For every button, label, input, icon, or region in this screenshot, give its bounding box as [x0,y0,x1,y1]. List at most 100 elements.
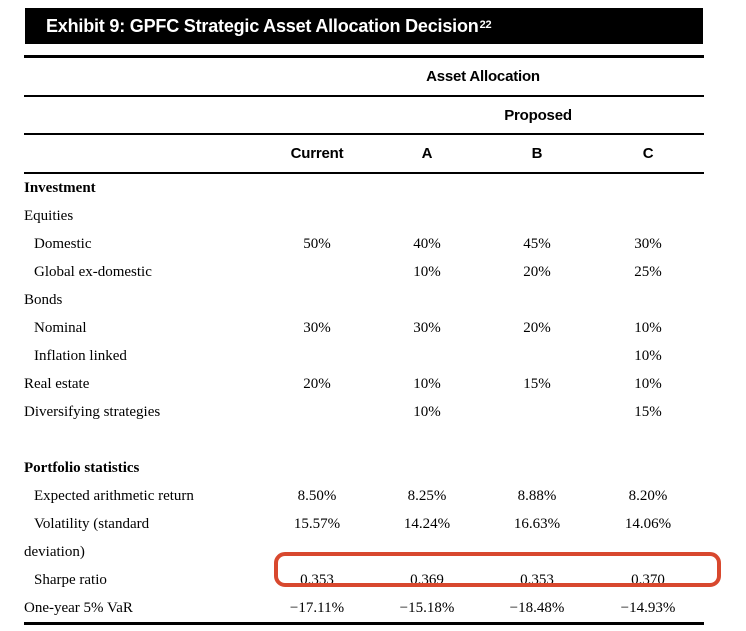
cell: 30% [303,320,331,336]
row-label: Domestic [34,236,92,252]
row-label: Investment [24,180,96,196]
spanner-row-asset-allocation: Asset Allocation [24,57,705,97]
cell [482,398,592,426]
table-row: One-year 5% VaR −17.11% −15.18% −18.48% −14.… [24,594,704,624]
table-row: Expected arithmetic return 8.50% 8.25% 8.88… [24,482,704,510]
spacer-row [24,426,704,454]
cell [372,286,482,314]
cell [372,454,482,482]
spanner-row-proposed: Proposed [24,96,705,134]
cell: −17.11% [289,600,345,616]
row-label: Inflation linked [34,348,127,364]
cell: −18.48% [509,600,565,616]
table-row: Sharpe ratio 0.353 0.369 0.353 0.370 [24,566,704,594]
cell: 0.369 [410,572,444,588]
cell: 8.50% [297,488,337,504]
spanner-proposed: Proposed [504,106,572,124]
empty-header-cell [24,57,262,97]
cell: 15.57% [293,516,341,532]
cell: 0.353 [300,572,334,588]
cell [482,173,592,202]
footnote-reference: 22 [479,19,492,31]
cell [482,286,592,314]
cell: 25% [634,264,662,280]
row-label [24,426,262,454]
table-row: Inflation linked 10% [24,342,704,370]
row-label: Diversifying strategies [24,404,161,420]
cell: 14.24% [403,516,451,532]
row-label: Equities [24,208,74,224]
table-row: Portfolio statistics [24,454,704,482]
cell [262,342,372,370]
cell [262,454,372,482]
column-header-a: A [421,145,433,162]
cell [592,454,704,482]
row-label: Expected arithmetic return [34,488,194,504]
row-label: Bonds [24,292,63,308]
cell: 10% [413,264,441,280]
column-header-row: Current A B C [24,134,705,173]
cell: 10% [634,376,662,392]
table-row: Investment [24,173,704,202]
empty-header-cell [24,96,262,134]
cell: 8.20% [628,488,668,504]
row-label: Nominal [34,320,87,336]
cell: 0.353 [520,572,554,588]
cell [372,342,482,370]
cell [262,426,372,454]
cell [592,426,704,454]
empty-header-cell [262,96,372,134]
cell [592,202,704,230]
cell: 8.25% [407,488,447,504]
table-row: Bonds [24,286,704,314]
column-header-current: Current [290,145,344,162]
row-label: Sharpe ratio [34,572,107,588]
cell [262,286,372,314]
cell: 14.06% [624,516,672,532]
cell: 10% [413,404,441,420]
cell: 45% [523,236,551,252]
cell [372,173,482,202]
cell: −14.93% [620,600,676,616]
cell [482,426,592,454]
cell: 20% [303,376,331,392]
table-row: Diversifying strategies 10% 15% [24,398,704,426]
column-header-b: B [531,145,543,162]
cell: 20% [523,320,551,336]
cell [482,202,592,230]
exhibit-title-bar: Exhibit 9: GPFC Strategic Asset Allocati… [25,8,703,44]
table-row: Nominal 30% 30% 20% 10% [24,314,704,342]
cell: 15% [523,376,551,392]
cell [372,426,482,454]
cell [262,173,372,202]
cell: 15% [634,404,662,420]
cell: 30% [413,320,441,336]
table-row: Equities [24,202,704,230]
cell [592,173,704,202]
empty-header-cell [24,134,262,173]
table-row: Real estate 20% 10% 15% 10% [24,370,704,398]
cell [372,202,482,230]
spanner-asset-allocation: Asset Allocation [426,68,540,85]
table-body: Investment Equities Domestic 50% 40% 45% 30% Gl… [24,173,704,624]
table-row: Global ex-domestic 10% 20% 25% [24,258,704,286]
cell: 10% [634,320,662,336]
cell: −15.18% [399,600,455,616]
row-label: Volatility (standard deviation) [24,516,150,560]
asset-allocation-table-container: Asset Allocation Proposed Current A B C … [24,55,705,625]
row-label: Global ex-domestic [34,264,152,280]
row-label: One-year 5% VaR [24,600,133,616]
cell: 10% [413,376,441,392]
allocation-table: Asset Allocation Proposed Current A B C … [24,55,705,625]
exhibit-title: Exhibit 9: GPFC Strategic Asset Allocati… [46,15,479,36]
cell [482,454,592,482]
table-row: Domestic 50% 40% 45% 30% [24,230,704,258]
cell: 30% [634,236,662,252]
cell: 40% [413,236,441,252]
cell: 0.370 [631,572,665,588]
cell [482,342,592,370]
table-row: Volatility (standard deviation) 15.57% 14.… [24,510,704,566]
cell [262,398,372,426]
cell [592,286,704,314]
cell [262,258,372,286]
